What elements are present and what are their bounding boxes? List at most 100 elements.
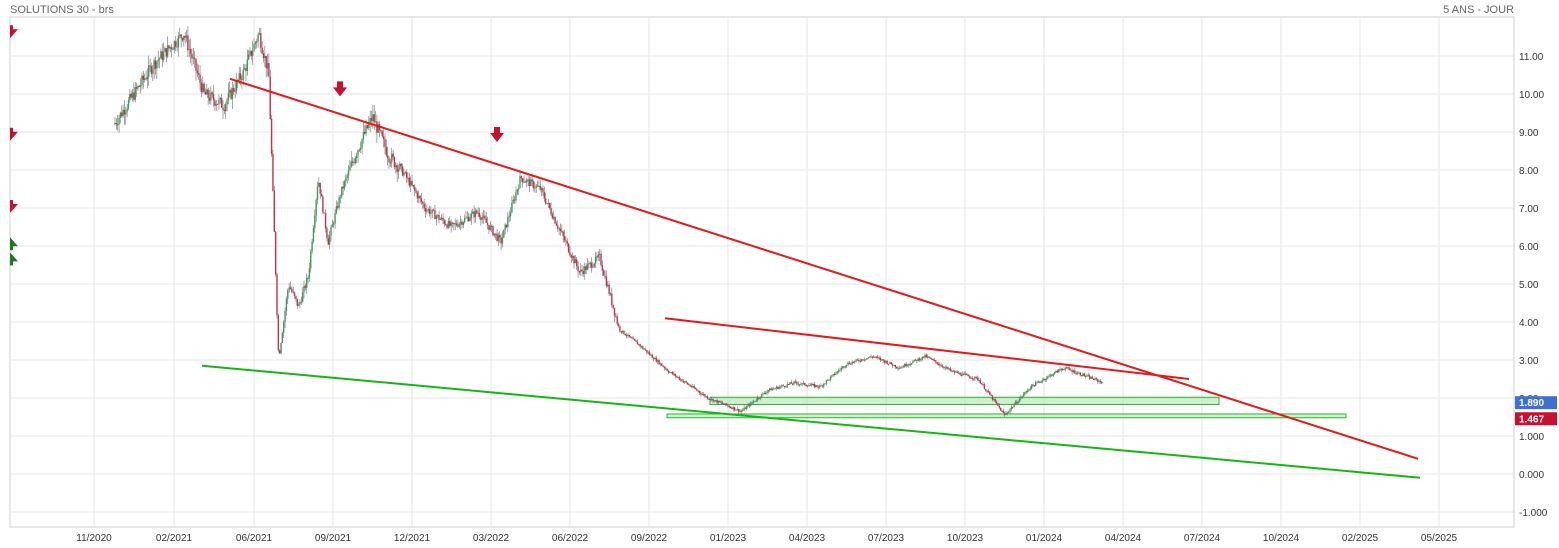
candle-body [424,208,427,212]
candle-body [477,212,479,214]
candle-body [675,376,678,378]
candle-body [580,269,582,272]
candle-body [1010,407,1013,410]
period-label: 5 ANS - JOUR [1443,4,1514,16]
candle-body [743,407,745,411]
candle-body [878,357,880,359]
candle-body [850,363,852,365]
candle-body [686,382,689,385]
candle-body [576,259,578,267]
candle-body [874,356,876,358]
candle-body [324,213,327,229]
candle-body [685,381,687,383]
candle-body [762,393,764,395]
candle-body [242,69,244,80]
candle-body [392,153,394,158]
candle-body [987,390,990,392]
candle-body [249,50,251,55]
candle-body [530,179,532,186]
candle-body [550,207,552,215]
candle-body [860,359,863,362]
candle-body [638,344,640,346]
y-tick-label: 3.00 [1519,356,1539,367]
candle-body [1053,372,1056,375]
candle-body [145,78,147,80]
candle-body [360,147,362,150]
candle-body [829,376,832,380]
y-tick-label: 4.00 [1519,318,1539,329]
candle-body [220,97,223,108]
candle-body [399,163,401,169]
candle-body [828,379,830,381]
candle-body [571,255,574,258]
candle-body [1016,401,1018,404]
candle-body [881,359,883,361]
candle-body [824,383,826,385]
candle-body [369,118,371,123]
candle-body [162,51,165,60]
candle-body [851,361,853,364]
trendline [664,317,1190,380]
candle-body [621,330,624,333]
candle-body [326,228,328,239]
candle-body [470,213,473,219]
candle-body [779,386,782,388]
candle-body [1055,370,1057,373]
candle-body [1003,412,1006,415]
candle-body [181,37,184,41]
candle-body [481,217,483,220]
candle-body [225,104,227,112]
candle-body [397,168,400,173]
candle-body [346,175,348,179]
candle-body [123,109,126,115]
candle-body [469,218,471,222]
candle-body [301,292,304,303]
candle-body [1002,410,1004,413]
candle-body [613,307,616,316]
candle-body [241,79,243,81]
candle-body [461,221,463,226]
candle-body [258,33,261,35]
x-tick-label: 10/2023 [947,533,984,544]
candle-body [717,400,720,403]
candle-body [439,219,442,221]
candle-body [1040,381,1042,383]
candle-body [658,360,660,365]
candle-body [893,364,895,366]
candle-body [126,108,128,112]
candle-body [856,359,859,361]
candle-body [612,304,614,308]
candle-body [476,210,478,213]
candle-body [264,55,266,58]
candle-body [262,53,265,58]
x-tick-label: 07/2024 [1184,533,1221,544]
x-tick-label: 10/2024 [1263,533,1300,544]
candle-body [420,198,423,202]
candle-body [184,35,186,38]
candle-body [651,354,653,358]
candle-body [202,83,204,93]
candle-body [384,139,386,148]
candle-body [430,212,432,214]
candle-body [909,363,911,365]
candle-body [594,256,597,264]
candle-body [831,375,833,377]
candle-body [1047,376,1049,379]
candle-body [616,316,618,324]
candle-body [900,367,902,369]
candle-body [1080,375,1083,377]
candle-body [407,177,409,179]
candle-body [871,356,874,358]
candle-body [447,220,450,228]
x-tick-label: 09/2022 [631,533,668,544]
candle-body [917,358,919,361]
candle-body [943,366,945,368]
grid [10,17,1514,527]
candle-body [212,94,215,101]
candle-body [1071,370,1073,373]
candle-body [661,363,663,366]
candle-body [445,224,447,226]
candle-body [463,218,466,223]
candle-body [216,104,219,106]
